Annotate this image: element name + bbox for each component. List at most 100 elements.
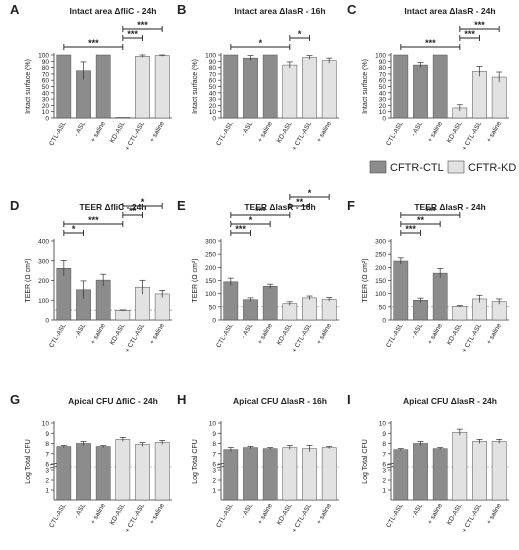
y-tick-label: 70 — [42, 71, 50, 78]
x-tick-label: CTL-ASL — [48, 322, 68, 349]
x-tick-label: CTL-ASL — [385, 502, 405, 529]
x-tick-label: KD-ASL — [109, 322, 127, 346]
bar — [302, 57, 317, 119]
bar — [413, 300, 428, 321]
sig-label: *** — [88, 38, 99, 48]
sig-label: *** — [88, 215, 99, 225]
y-tick-label: 200 — [205, 265, 216, 272]
y-tick-label: 1 — [212, 488, 216, 495]
y-tick-label: 70 — [379, 71, 387, 78]
x-tick-label: CTL-ASL — [215, 120, 235, 147]
x-tick-label: + CTL-ASL — [461, 502, 483, 534]
y-tick-label: 400 — [38, 239, 49, 246]
y-tick-label: 0 — [212, 318, 216, 325]
y-tick-label: 50 — [209, 304, 217, 311]
bar — [243, 447, 258, 501]
y-axis-label: Log Total CFU — [192, 439, 199, 484]
x-tick-label: + saline — [257, 502, 275, 525]
x-tick-label: KD-ASL — [446, 120, 464, 144]
bar — [282, 303, 298, 321]
y-tick-label: 250 — [205, 252, 216, 259]
panel-i: I Apical CFU ΔlasR - 24h 1 2 36 7 8 9 10 Log Tota… — [347, 392, 509, 534]
panel-letter: C — [347, 2, 357, 17]
bar — [115, 310, 131, 321]
panel-title: Intact area ΔlasR - 16h — [234, 6, 325, 16]
sig-label: ** — [417, 215, 425, 225]
y-tick-label: 9 — [212, 431, 216, 438]
panel-letter: D — [10, 198, 19, 213]
legend-swatch-kd — [447, 160, 465, 174]
bar — [76, 443, 91, 501]
y-tick-label: 300 — [38, 258, 49, 265]
panel-title: Apical CFU ΔlasR - 16h — [233, 396, 327, 406]
sig-label: * — [141, 197, 145, 207]
y-tick-label: 6 — [212, 462, 216, 469]
sig-label: *** — [425, 38, 436, 48]
bar — [321, 60, 337, 119]
y-tick-label: 50 — [209, 84, 217, 91]
x-tick-label: KD-ASL — [276, 502, 294, 526]
bar — [243, 299, 258, 321]
y-axis-label: Log Total CFU — [25, 439, 32, 484]
bar — [452, 431, 468, 501]
y-tick-label: 2 — [212, 478, 216, 485]
sig-label: *** — [137, 20, 148, 30]
bar — [393, 260, 409, 321]
x-tick-label: + saline — [149, 120, 167, 143]
y-tick-label: 20 — [42, 103, 50, 110]
bar — [262, 54, 278, 119]
x-tick-label: KD-ASL — [276, 322, 294, 346]
x-tick-label: + saline — [486, 502, 504, 525]
x-tick-label: + CTL-ASL — [124, 322, 146, 354]
panel-title: Apical CFU ΔfliC - 24h — [68, 396, 158, 406]
x-tick-label: + saline — [316, 322, 334, 345]
x-tick-label: + CTL-ASL — [291, 322, 313, 354]
sig-label: *** — [127, 29, 138, 39]
x-tick-label: + saline — [90, 502, 108, 525]
y-tick-label: 30 — [379, 97, 387, 104]
bar — [472, 71, 487, 119]
y-tick-label: 10 — [42, 421, 50, 428]
panel-letter: H — [177, 392, 186, 407]
x-tick-label: + saline — [316, 502, 334, 525]
x-tick-label: - ASL — [73, 120, 87, 138]
bar — [472, 441, 487, 501]
sig-label: * — [249, 215, 253, 225]
panel-title: TEER ΔlasR - 16h — [244, 202, 315, 212]
x-tick-label: CTL-ASL — [48, 502, 68, 529]
x-tick-label: + CTL-ASL — [291, 120, 313, 152]
bar — [115, 117, 131, 119]
y-tick-label: 40 — [379, 90, 387, 97]
y-tick-label: 80 — [379, 65, 387, 72]
panel-title: Intact area ΔfliC - 24h — [70, 6, 157, 16]
y-tick-label: 80 — [209, 65, 217, 72]
x-tick-label: - ASL — [73, 502, 87, 520]
y-axis-label: TEER (Ω cm²) — [362, 258, 369, 302]
y-tick-label: 150 — [375, 278, 386, 285]
y-tick-label: 250 — [375, 252, 386, 259]
y-tick-label: 100 — [38, 298, 49, 305]
y-tick-label: 0 — [45, 116, 49, 123]
bar — [491, 441, 507, 501]
bar — [321, 299, 337, 321]
panel-letter: A — [10, 2, 20, 17]
x-tick-label: - ASL — [410, 322, 424, 340]
bar — [56, 446, 72, 501]
y-tick-label: 2 — [382, 478, 386, 485]
bar — [56, 54, 72, 119]
y-tick-label: 90 — [379, 59, 387, 66]
panel-b: B Intact area ΔlasR - 16h 0102030405060708… — [177, 2, 339, 152]
sig-label: * — [259, 38, 263, 48]
y-tick-label: 1 — [382, 488, 386, 495]
y-axis-label: Intact surface (%) — [25, 59, 32, 114]
x-tick-label: - ASL — [240, 502, 254, 520]
y-tick-label: 9 — [45, 431, 49, 438]
sig-label: *** — [464, 29, 475, 39]
bar — [135, 444, 150, 501]
x-tick-label: + saline — [486, 322, 504, 345]
bar — [302, 297, 317, 321]
panel-a: A Intact area ΔfliC - 24h 0102030405060708… — [10, 2, 172, 152]
y-tick-label: 2 — [45, 478, 49, 485]
y-tick-label: 60 — [42, 78, 50, 85]
x-tick-label: CTL-ASL — [215, 502, 235, 529]
